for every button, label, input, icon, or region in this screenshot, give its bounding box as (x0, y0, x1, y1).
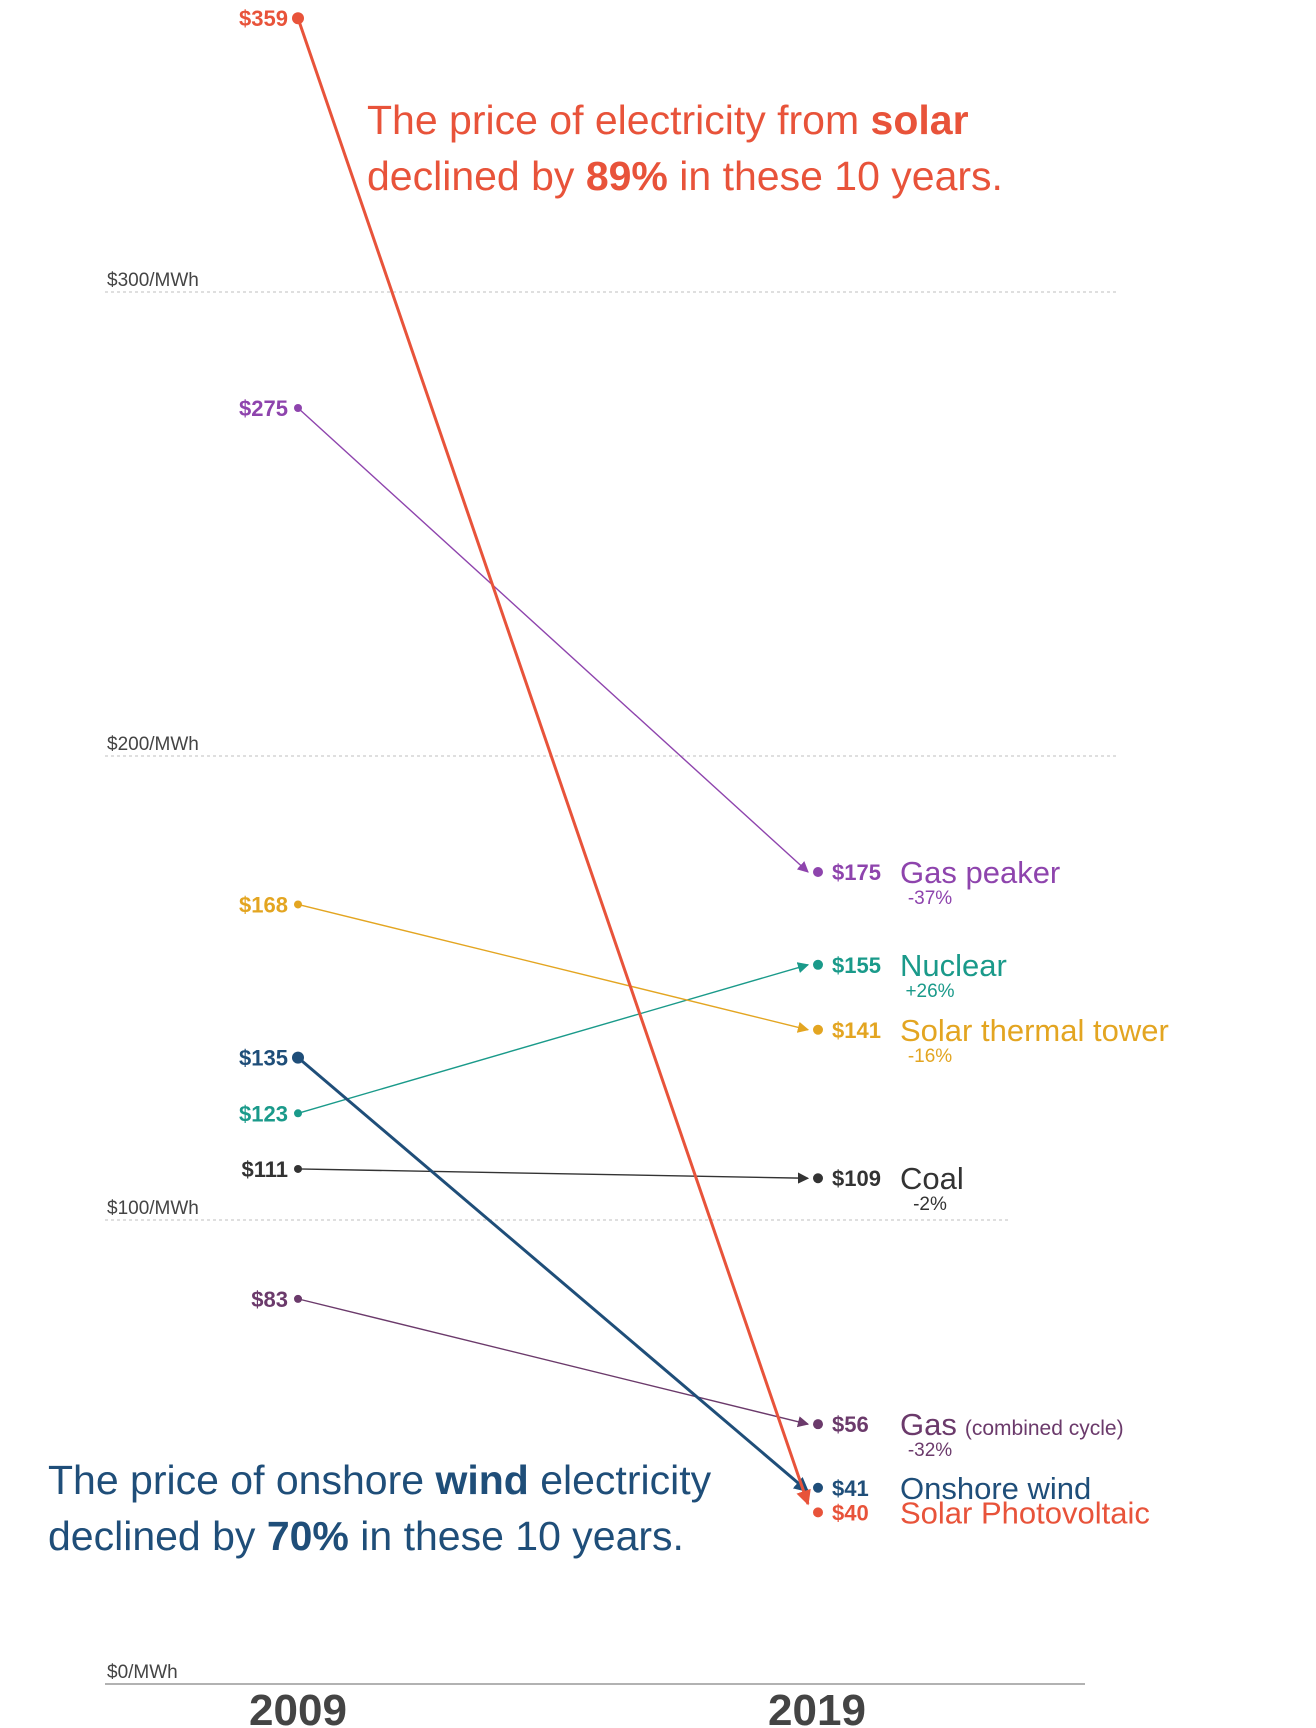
end-point-2 (813, 1024, 823, 1035)
series-name: Gas (900, 1407, 957, 1442)
y-tick-label: $300/MWh (107, 270, 199, 291)
annotation-fragment: wind (434, 1457, 528, 1503)
series-change-label: -2% (913, 1194, 947, 1215)
wind-annotation-line2: declined by 70% in these 10 years. (48, 1513, 684, 1559)
start-point-4 (294, 1294, 302, 1303)
series-name-label: Coal (900, 1161, 964, 1196)
annotation-fragment: 89% (586, 153, 668, 199)
grid-layer: $300/MWh $200/MWh $100/MWh $0/MWh (105, 270, 1116, 1685)
annotation-fragment: in these 10 years. (668, 153, 1003, 199)
start-value-label: $275 (239, 396, 288, 421)
solar-annotation-line2: declined by 89% in these 10 years. (367, 153, 1003, 199)
series-name: Gas peaker (900, 855, 1060, 890)
series-lines (292, 12, 823, 1518)
series-line-5 (297, 1056, 810, 1493)
year-label-2009: 2009 (249, 1686, 347, 1728)
end-point-6 (813, 1507, 823, 1518)
series-change-label: -37% (908, 888, 952, 909)
series-name: Solar thermal tower (900, 1013, 1169, 1048)
series-name: Coal (900, 1161, 964, 1196)
series-change-label: -16% (908, 1046, 952, 1067)
y-tick-label: $200/MWh (107, 734, 199, 755)
series-name-label: Solar thermal tower (900, 1013, 1169, 1048)
start-value-label: $135 (239, 1046, 288, 1071)
annotation-fragment: declined by (367, 153, 586, 199)
series-name: Solar Photovoltaic (900, 1495, 1150, 1530)
annotation-fragment: solar (871, 97, 969, 143)
annotation-fragment: 70% (267, 1513, 349, 1559)
series-line-1 (297, 962, 810, 1114)
end-point-5 (813, 1482, 823, 1493)
series-change-label: +26% (905, 981, 954, 1002)
end-point-1 (813, 959, 823, 970)
start-point-1 (294, 1109, 302, 1118)
start-point-3 (294, 1164, 302, 1173)
start-point-0 (294, 404, 302, 412)
y-tick-label: $100/MWh (107, 1198, 199, 1219)
series-name: Onshore wind (900, 1471, 1091, 1506)
start-point-5 (292, 1051, 304, 1064)
start-point-2 (294, 900, 302, 909)
end-value-label: $40 (832, 1500, 869, 1525)
series-name-label: Nuclear (900, 948, 1007, 983)
series-name: Nuclear (900, 948, 1007, 983)
series-line-3 (297, 1168, 810, 1184)
end-value-label: $56 (832, 1412, 869, 1437)
series-change-label: -32% (908, 1440, 952, 1461)
series-labels: $275 $175 Gas peaker-37% $123 $155 Nuclear+26… (239, 6, 1169, 1530)
annotation-fragment: The price of onshore (48, 1457, 435, 1503)
series-line-0 (297, 407, 809, 873)
annotation-fragment: declined by (48, 1513, 267, 1559)
end-value-label: $41 (832, 1476, 869, 1501)
series-name-label: Gas (combined cycle) (900, 1407, 1124, 1442)
series-name-label: Gas peaker (900, 855, 1060, 890)
series-line-2 (297, 903, 810, 1033)
series-name-suffix: (combined cycle) (965, 1417, 1124, 1440)
series-name-label: Onshore wind (900, 1471, 1091, 1506)
solar-annotation-line1: The price of electricity from solar (367, 97, 969, 143)
series-line-6 (296, 17, 811, 1506)
y-tick-label: $0/MWh (107, 1662, 178, 1683)
series-line-4 (297, 1298, 810, 1428)
end-point-4 (813, 1419, 823, 1430)
start-value-label: $168 (239, 892, 288, 917)
end-value-label: $155 (832, 953, 881, 978)
end-value-label: $141 (832, 1018, 881, 1043)
annotation-fragment: electricity (529, 1457, 712, 1503)
start-value-label: $111 (241, 1157, 288, 1182)
wind-annotation-line1: The price of onshore wind electricity (48, 1457, 712, 1503)
end-point-3 (813, 1173, 823, 1184)
series-name-label: Solar Photovoltaic (900, 1495, 1150, 1530)
start-value-label: $83 (251, 1287, 288, 1312)
end-value-label: $175 (832, 860, 881, 885)
year-label-2019: 2019 (768, 1686, 866, 1728)
annotation-fragment: The price of electricity from (367, 97, 871, 143)
end-value-label: $109 (832, 1166, 881, 1191)
start-value-label: $359 (239, 6, 288, 31)
start-point-6 (292, 12, 304, 25)
start-value-label: $123 (239, 1101, 288, 1126)
annotation-fragment: in these 10 years. (349, 1513, 684, 1559)
end-point-0 (813, 867, 823, 877)
